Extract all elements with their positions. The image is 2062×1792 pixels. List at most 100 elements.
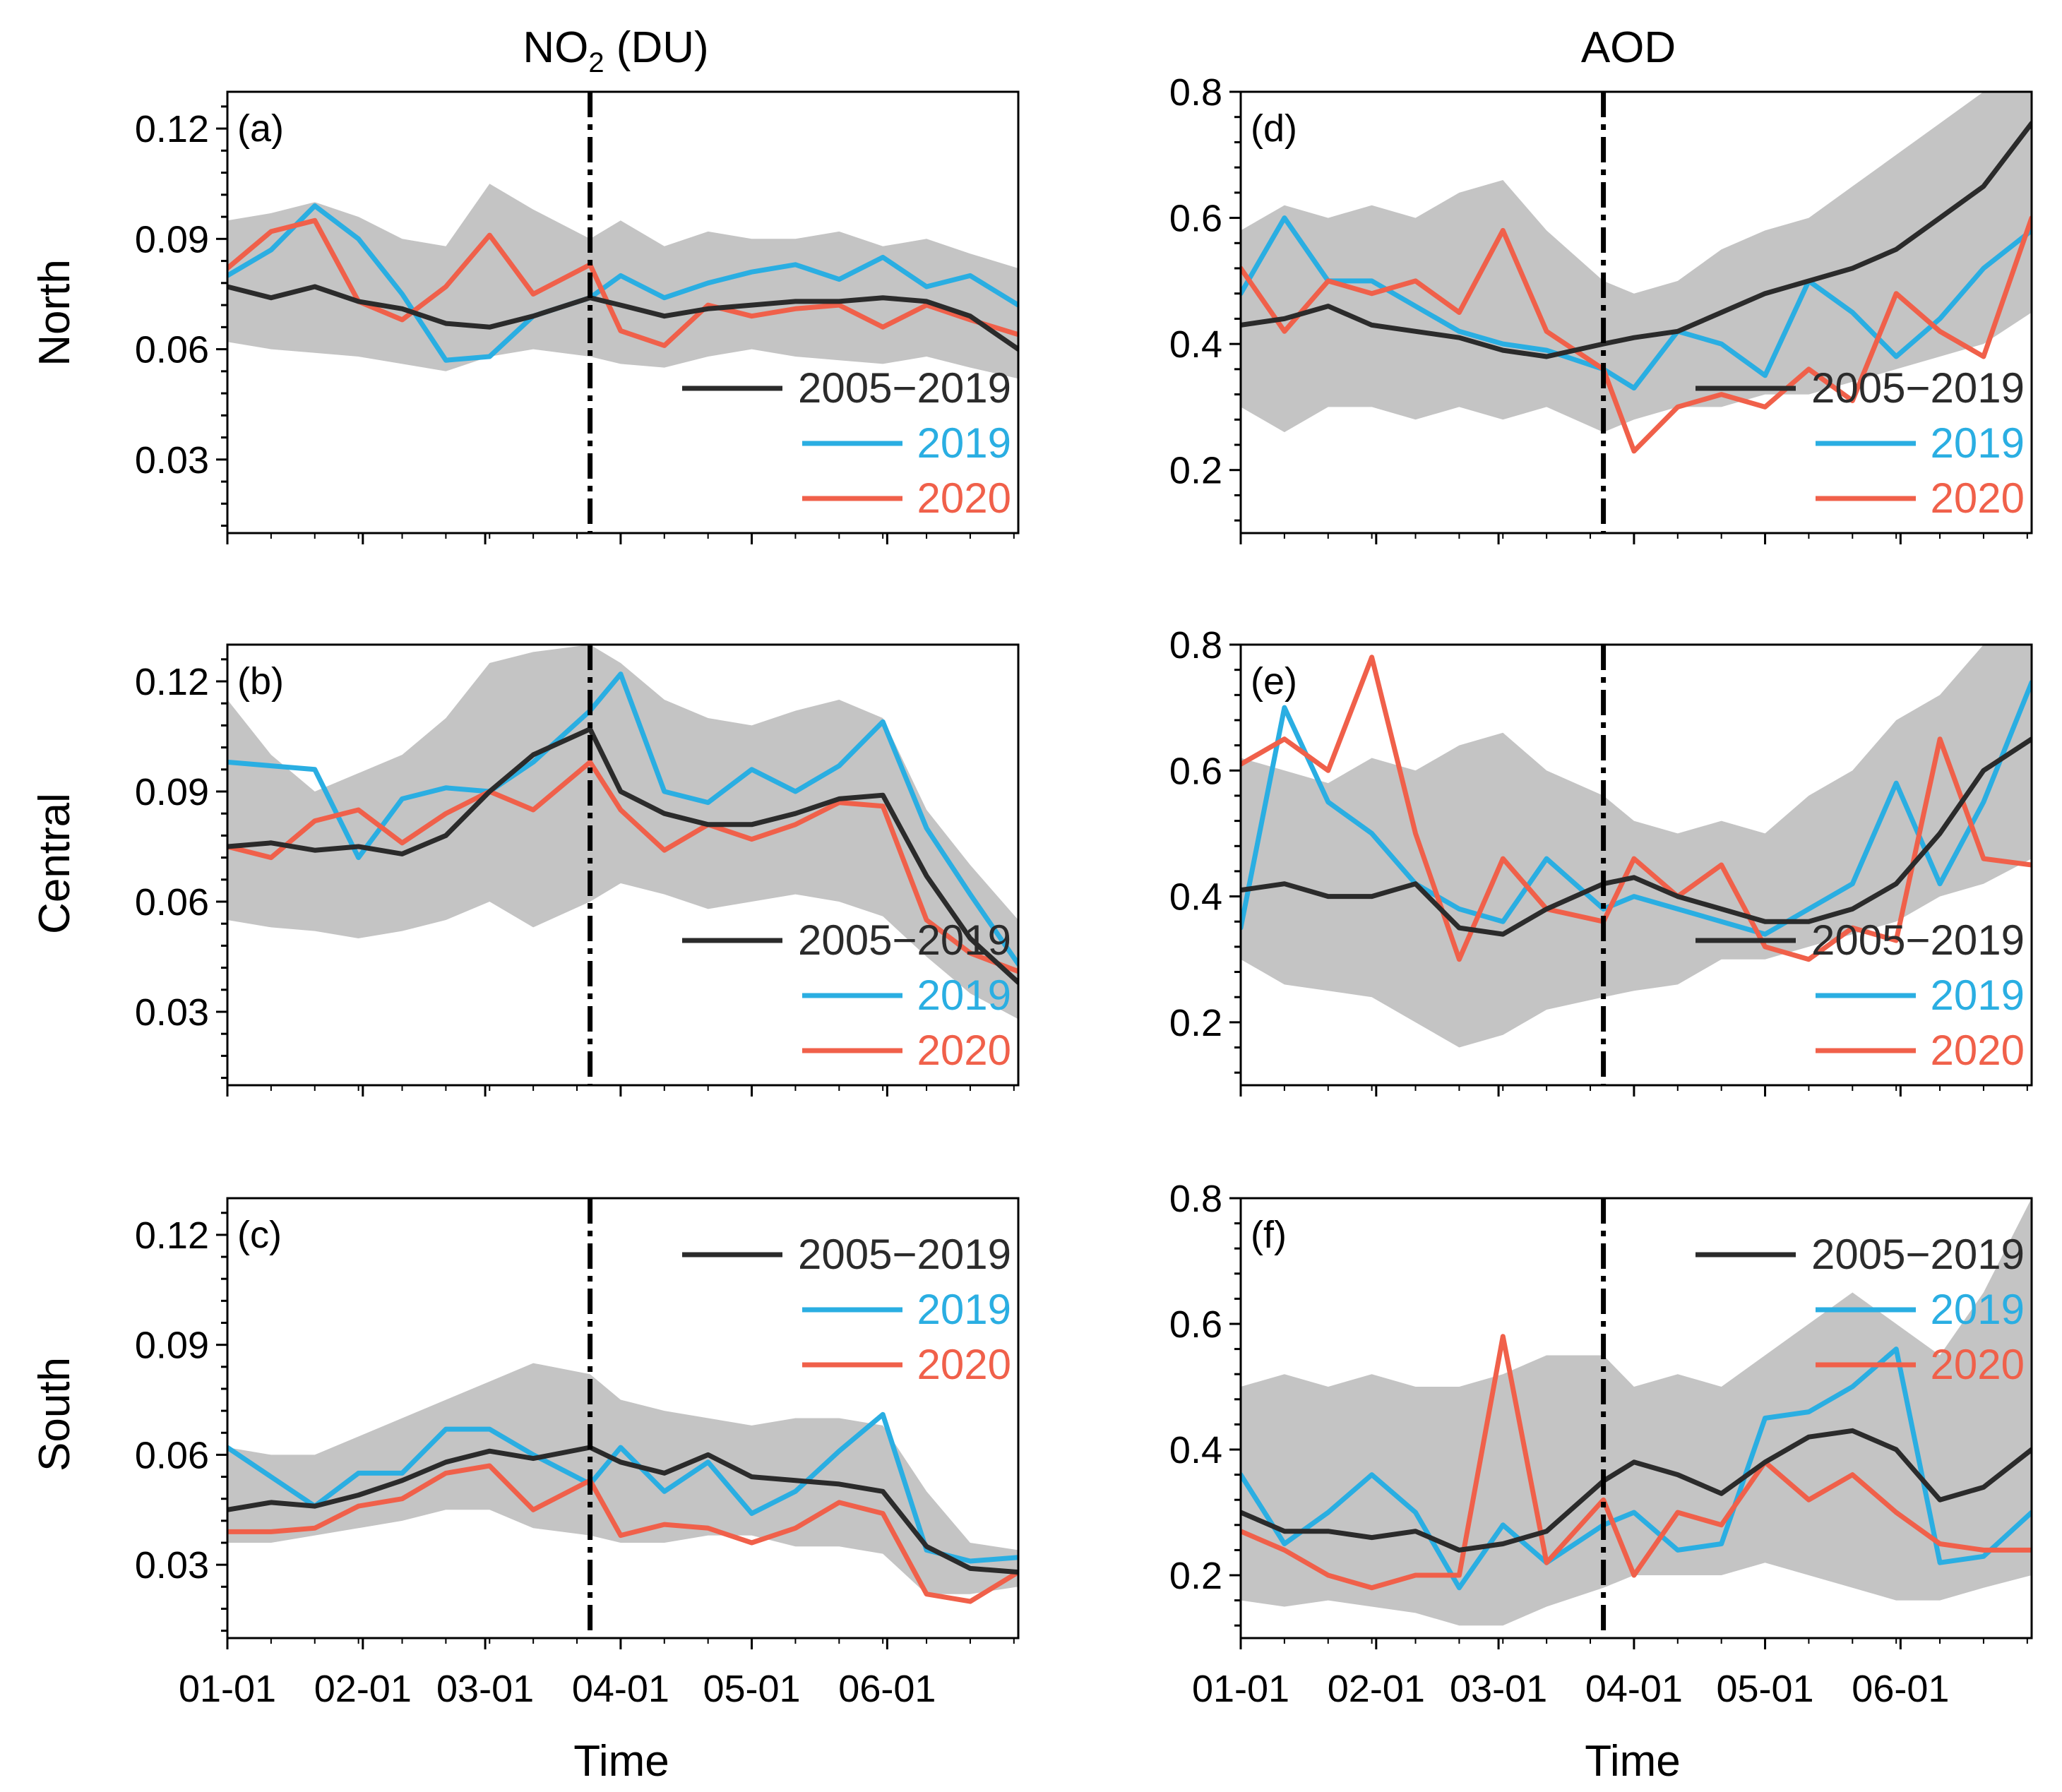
legend-label-1: 2019 bbox=[1931, 972, 2025, 1019]
axes-frame bbox=[226, 1197, 1020, 1639]
range-band bbox=[227, 1363, 1018, 1594]
legend-label-1: 2019 bbox=[917, 1286, 1011, 1333]
y-tick-label: 0.06 bbox=[135, 1434, 209, 1476]
col-title-no2: NO2 (DU) bbox=[523, 23, 708, 78]
panel-letter: (d) bbox=[1251, 107, 1297, 150]
series-line-clim bbox=[1241, 121, 2032, 359]
y-tick-label: 0.12 bbox=[135, 1214, 209, 1257]
panel-a: 0.03 0.06 0.09 0.12 (a) 2005−2019 2019 2020 bbox=[135, 90, 1020, 544]
y-tick-label: 0.8 bbox=[1169, 1178, 1222, 1220]
plot-area bbox=[1241, 645, 2032, 1048]
series-line-2020 bbox=[227, 759, 1018, 974]
x-tick-label: 06-01 bbox=[838, 1668, 936, 1710]
legend-label-2: 2020 bbox=[917, 1027, 1011, 1074]
plot-area bbox=[227, 645, 1018, 1020]
col-title-aod: AOD bbox=[1581, 23, 1676, 72]
panel-letter: (c) bbox=[237, 1214, 282, 1256]
y-tick-label: 0.03 bbox=[135, 439, 209, 482]
axes-frame bbox=[1239, 90, 2033, 534]
series-line-clim bbox=[1241, 1428, 2032, 1553]
x-tick-label: 04-01 bbox=[1585, 1668, 1683, 1710]
plot-area bbox=[227, 1363, 1018, 1604]
x-tick-label: 02-01 bbox=[314, 1668, 412, 1710]
x-tick-label: 05-01 bbox=[703, 1668, 800, 1710]
panel-letter: (b) bbox=[237, 660, 284, 703]
y-tick-label: 0.4 bbox=[1169, 876, 1222, 919]
y-tick-label: 0.6 bbox=[1169, 1303, 1222, 1346]
y-tick-label: 0.2 bbox=[1169, 1002, 1222, 1044]
panel-e: 0.2 0.4 0.6 0.8 (e) 2005−2019 2019 2020 bbox=[1169, 624, 2033, 1097]
legend-label-1: 2019 bbox=[917, 972, 1011, 1019]
legend-label-2: 2020 bbox=[1931, 474, 2025, 522]
axes-frame bbox=[226, 90, 1020, 534]
panel-letter: (f) bbox=[1251, 1214, 1287, 1256]
panel-c: 0.03 0.06 0.09 0.12 01-01 02-01 03-01 04-01 05-0… bbox=[135, 1197, 1020, 1710]
legend-label-0: 2005−2019 bbox=[1811, 364, 2025, 412]
series-line-2020 bbox=[1241, 655, 2032, 962]
row-label-south: South bbox=[30, 1357, 79, 1471]
y-tick-label: 0.09 bbox=[135, 218, 209, 261]
legend-label-0: 2005−2019 bbox=[1811, 916, 2025, 964]
panel-letter: (a) bbox=[237, 107, 284, 150]
y-tick-label: 0.03 bbox=[135, 991, 209, 1034]
legend-label-0: 2005−2019 bbox=[1811, 1231, 2025, 1278]
panel-d: 0.2 0.4 0.6 0.8 (d) 2005−2019 2019 2020 bbox=[1169, 71, 2033, 544]
axes-frame bbox=[1239, 643, 2033, 1087]
panel-b: 0.03 0.06 0.09 0.12 (b) 2005−2019 2019 2020 bbox=[135, 643, 1020, 1097]
x-tick-label: 03-01 bbox=[1450, 1668, 1547, 1710]
y-tick-label: 0.06 bbox=[135, 881, 209, 924]
legend-label-2: 2020 bbox=[1931, 1027, 2025, 1074]
legend-label-1: 2019 bbox=[917, 419, 1011, 467]
axes-frame bbox=[226, 643, 1020, 1087]
x-axis-title-left: Time bbox=[573, 1737, 669, 1786]
y-tick-label: 0.09 bbox=[135, 771, 209, 813]
x-tick-label: 03-01 bbox=[436, 1668, 534, 1710]
y-tick-label: 0.6 bbox=[1169, 750, 1222, 792]
plot-area bbox=[1241, 1198, 2032, 1626]
series-line-2019 bbox=[227, 671, 1018, 967]
legend-label-0: 2005−2019 bbox=[798, 916, 1011, 964]
series-line-2020 bbox=[227, 1463, 1018, 1604]
x-tick-label: 04-01 bbox=[572, 1668, 669, 1710]
y-tick-label: 0.06 bbox=[135, 329, 209, 371]
x-axis-title-right: Time bbox=[1585, 1737, 1680, 1786]
panel-letter: (e) bbox=[1251, 660, 1297, 703]
x-tick-label: 01-01 bbox=[179, 1668, 276, 1710]
axes-frame bbox=[1239, 1197, 2033, 1639]
range-band bbox=[1241, 645, 2032, 1048]
x-tick-label: 05-01 bbox=[1716, 1668, 1813, 1710]
legend-label-2: 2020 bbox=[1931, 1341, 2025, 1388]
plot-area bbox=[1241, 92, 2032, 454]
y-tick-label: 0.8 bbox=[1169, 71, 1222, 114]
series-line-2019 bbox=[1241, 1346, 2032, 1591]
series-line-2020 bbox=[1241, 1334, 2032, 1591]
legend-label-2: 2020 bbox=[917, 1341, 1011, 1388]
series-line-2019 bbox=[1241, 680, 2032, 937]
series-line-clim bbox=[227, 1445, 1018, 1575]
legend-label-0: 2005−2019 bbox=[798, 1231, 1011, 1278]
range-band bbox=[1241, 1198, 2032, 1626]
x-tick-label: 02-01 bbox=[1328, 1668, 1425, 1710]
y-tick-label: 0.8 bbox=[1169, 624, 1222, 667]
y-tick-label: 0.2 bbox=[1169, 450, 1222, 492]
row-label-central: Central bbox=[30, 793, 79, 934]
y-tick-label: 0.03 bbox=[135, 1544, 209, 1587]
y-tick-label: 0.2 bbox=[1169, 1555, 1222, 1597]
panel-f: 0.2 0.4 0.6 0.8 01-01 02-01 03-01 04-01 05-01 06-… bbox=[1169, 1178, 2033, 1710]
legend-label-1: 2019 bbox=[1931, 419, 2025, 467]
series-line-2020 bbox=[1241, 215, 2032, 454]
x-tick-label: 06-01 bbox=[1852, 1668, 1949, 1710]
y-tick-label: 0.6 bbox=[1169, 198, 1222, 240]
x-tick-label: 01-01 bbox=[1192, 1668, 1289, 1710]
legend-label-1: 2019 bbox=[1931, 1286, 2025, 1333]
series-line-clim bbox=[1241, 736, 2032, 937]
series-line-2019 bbox=[1241, 215, 2032, 391]
legend-label-2: 2020 bbox=[917, 474, 1011, 522]
legend-label-0: 2005−2019 bbox=[798, 364, 1011, 412]
plot-area bbox=[227, 184, 1018, 379]
y-tick-label: 0.4 bbox=[1169, 323, 1222, 366]
series-line-clim bbox=[227, 727, 1018, 985]
series-line-2019 bbox=[227, 203, 1018, 363]
y-tick-label: 0.12 bbox=[135, 108, 209, 150]
